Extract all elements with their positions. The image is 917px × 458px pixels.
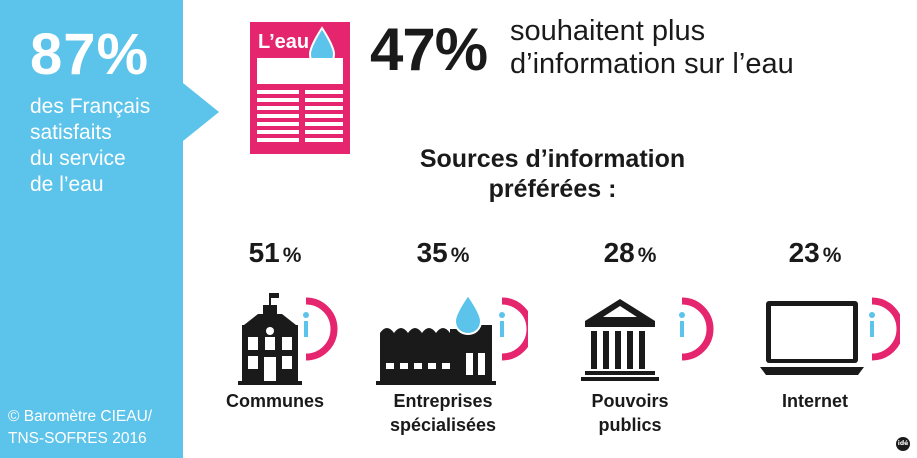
headline-unit: % xyxy=(434,16,488,83)
source-communes: 51% C xyxy=(190,236,360,413)
source-credit: © Baromètre CIEAU/ TNS-SOFRES 2016 xyxy=(8,406,152,450)
source-percent-unit: % xyxy=(450,244,470,267)
source-pouvoirs-publics: 28% Pouvoirs publics xyxy=(545,236,715,437)
water-drop-icon xyxy=(453,293,483,336)
source-label: Communes xyxy=(190,389,360,413)
source-percent-unit: % xyxy=(282,244,302,267)
source-percent: 35% xyxy=(358,236,528,273)
source-percent-value: 35 xyxy=(416,237,448,268)
info-icon xyxy=(499,297,528,361)
source-label-line: Entreprises xyxy=(393,391,493,411)
satisfaction-line: de l’eau xyxy=(30,173,104,196)
info-icon xyxy=(869,297,900,361)
source-percent: 28% xyxy=(545,236,715,273)
satisfaction-line: satisfaits xyxy=(30,121,112,144)
source-icon-area xyxy=(545,293,715,393)
source-icon-area xyxy=(358,293,528,393)
source-percent-value: 28 xyxy=(603,237,635,268)
satisfaction-panel: 87% des Français satisfaits du service d… xyxy=(0,0,235,458)
headline-percent: 47% xyxy=(370,20,488,80)
headline-line: souhaitent plus xyxy=(510,15,706,47)
satisfaction-unit: % xyxy=(96,22,150,87)
source-label: Pouvoirs publics xyxy=(545,389,715,437)
satisfaction-value: 87 xyxy=(30,22,97,87)
factory-icon xyxy=(376,325,496,385)
town-hall-icon xyxy=(238,293,302,385)
source-label-line: publics xyxy=(598,415,662,435)
source-label-line: Communes xyxy=(225,391,324,411)
satisfaction-line: du service xyxy=(30,147,126,170)
info-icon xyxy=(303,297,338,361)
source-entreprises: 35% xyxy=(358,236,528,437)
sources-title-line: préférées : xyxy=(488,175,617,203)
laptop-icon xyxy=(760,301,864,375)
source-label-line: Internet xyxy=(781,391,848,411)
source-percent-value: 23 xyxy=(788,237,820,268)
newspaper-title: L’eau xyxy=(258,31,309,53)
source-label-line: spécialisées xyxy=(389,415,497,435)
newspaper-icon: L’eau xyxy=(250,22,350,158)
satisfaction-line: des Français xyxy=(30,95,151,118)
source-percent-value: 51 xyxy=(248,237,280,268)
source-percent-unit: % xyxy=(637,244,657,267)
source-icon-area xyxy=(190,293,360,393)
ide-logo: idé xyxy=(896,437,910,451)
source-percent: 23% xyxy=(730,236,900,273)
source-internet: 23% Internet xyxy=(730,236,900,413)
source-label: Internet xyxy=(730,389,900,413)
credit-line: TNS-SOFRES 2016 xyxy=(8,430,147,447)
satisfaction-description: des Français satisfaits du service de l’… xyxy=(30,94,150,198)
panel-background xyxy=(0,0,219,458)
sources-title: Sources d’information préférées : xyxy=(370,144,735,204)
source-percent: 51% xyxy=(190,236,360,273)
headline-line: d’information sur l’eau xyxy=(510,48,794,80)
government-building-icon xyxy=(581,299,659,381)
source-label-line: Pouvoirs xyxy=(591,391,669,411)
source-icon-area xyxy=(730,293,900,393)
source-percent-unit: % xyxy=(822,244,842,267)
credit-line: © Baromètre CIEAU/ xyxy=(8,408,153,425)
headline-value: 47 xyxy=(370,16,436,83)
satisfaction-percent: 87% xyxy=(30,26,149,84)
headline-description: souhaitent plus d’information sur l’eau xyxy=(510,15,794,81)
source-label: Entreprises spécialisées xyxy=(358,389,528,437)
info-icon xyxy=(679,297,714,361)
sources-title-line: Sources d’information xyxy=(419,145,686,173)
